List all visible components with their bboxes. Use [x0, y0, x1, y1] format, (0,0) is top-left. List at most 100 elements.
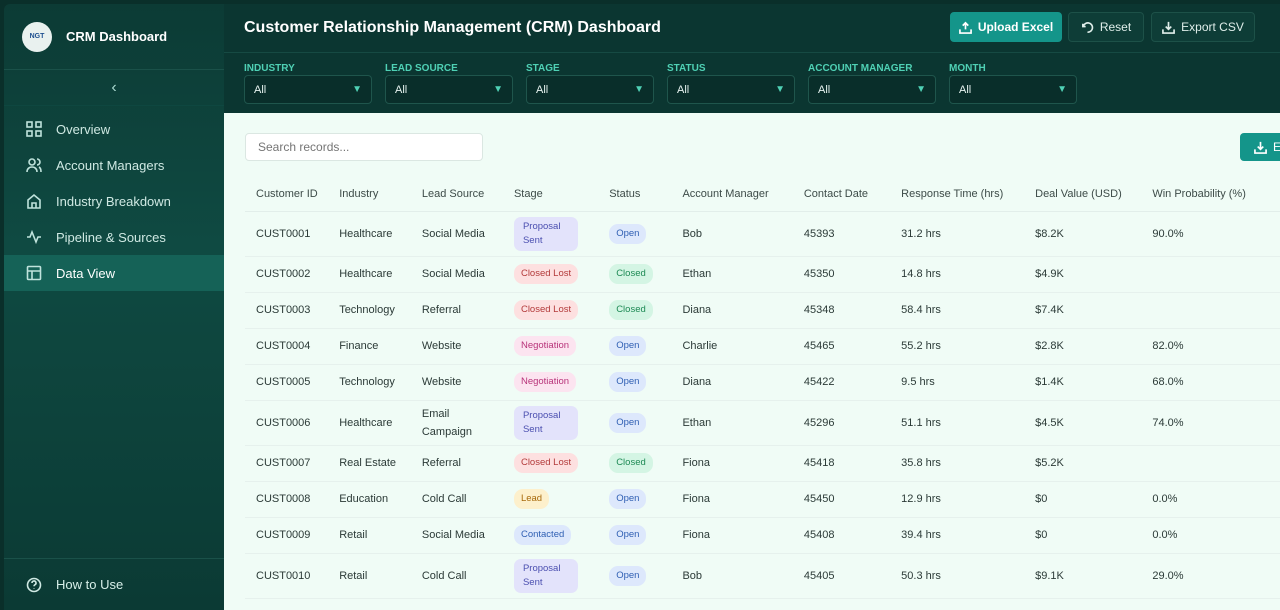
table-row[interactable]: CUST0001 Healthcare Social Media Proposal S…: [245, 211, 1280, 257]
status-badge: Closed: [609, 453, 653, 473]
cell-value: 45465: [803, 340, 835, 352]
table-cell: [1152, 256, 1280, 293]
table-cell: Closed Lost: [513, 292, 610, 329]
table-cell: Open: [609, 328, 683, 365]
table-cell: 74.0%: [1152, 400, 1280, 446]
stage-badge: Closed Lost: [513, 300, 579, 320]
cell-value: 12.9 hrs: [901, 493, 941, 505]
column-header[interactable]: Win Probability (%): [1152, 177, 1280, 212]
table-cell: Referral: [421, 292, 514, 329]
how-to-use-link[interactable]: How to Use: [4, 558, 224, 610]
filter-select[interactable]: All ▼: [667, 75, 795, 104]
cell-value: Social Media: [421, 227, 485, 240]
cell-value: Charlie: [682, 340, 718, 352]
table-cell: Proposal Sent: [513, 553, 610, 599]
table-cell: 68.0%: [1152, 364, 1280, 401]
cell-value: Referral: [421, 304, 461, 316]
cell-value: 50.3 hrs: [901, 569, 941, 582]
export-csv-button[interactable]: Export CSV: [1151, 12, 1255, 42]
column-header[interactable]: Contact Date: [803, 177, 902, 212]
cell-value: 82.0%: [1152, 340, 1184, 352]
table-cell: CUST0003: [245, 292, 340, 329]
filter-select[interactable]: All ▼: [385, 75, 513, 104]
cell-value: 45450: [803, 493, 835, 505]
sidebar-item-data-view[interactable]: Data View: [4, 255, 224, 291]
reset-button[interactable]: Reset: [1068, 12, 1144, 42]
upload-excel-button[interactable]: Upload Excel: [950, 12, 1062, 42]
table-cell: Open: [609, 364, 683, 401]
export-table-button[interactable]: E: [1240, 133, 1280, 161]
cell-value: CUST0009: [256, 529, 311, 541]
filter-value: All: [254, 83, 267, 96]
table-cell: 51.1 hrs: [901, 400, 1036, 446]
table-row[interactable]: CUST0006 Healthcare Email Campaign Proposal…: [245, 400, 1280, 446]
cell-value: Ethan: [682, 268, 712, 280]
table-cell: $8.2K: [1035, 211, 1153, 257]
table-row[interactable]: CUST0007 Real Estate Referral Closed Lost Cl…: [245, 445, 1280, 482]
filter-select[interactable]: All ▼: [949, 75, 1077, 104]
table-cell: $4.9K: [1035, 256, 1153, 293]
table-cell: Finance: [339, 328, 422, 365]
table-cell: Technology: [339, 364, 422, 401]
cell-value: $5.2K: [1035, 457, 1064, 469]
column-header[interactable]: Response Time (hrs): [901, 177, 1036, 212]
table-cell: Website: [421, 328, 514, 365]
filter-value: All: [818, 83, 831, 96]
cell-value: 39.4 hrs: [901, 529, 941, 541]
cell-value: 45296: [803, 416, 835, 429]
table-cell: Proposal Sent: [513, 211, 610, 257]
column-header[interactable]: Customer ID: [245, 177, 340, 212]
table-cell: Healthcare: [339, 256, 422, 293]
filter-select[interactable]: All ▼: [244, 75, 372, 104]
table-row[interactable]: CUST0003 Technology Referral Closed Lost Clo…: [245, 292, 1280, 329]
table-cell: [1152, 445, 1280, 482]
table-row[interactable]: CUST0002 Healthcare Social Media Closed Los…: [245, 256, 1280, 293]
cell-value: $4.9K: [1035, 268, 1064, 280]
cell-value: 0.0%: [1152, 493, 1178, 505]
cell-value: CUST0004: [256, 340, 311, 352]
cell-value: 45350: [803, 268, 835, 280]
cell-value: $8.2K: [1035, 227, 1064, 240]
table-row[interactable]: CUST0010 Retail Cold Call Proposal Sent Open…: [245, 553, 1280, 599]
status-badge: Open: [609, 525, 647, 545]
table-cell: 82.0%: [1152, 328, 1280, 365]
filter-value: All: [677, 83, 690, 96]
table-cell: Closed Lost: [513, 445, 610, 482]
table-row[interactable]: CUST0004 Finance Website Negotiation Open Cha…: [245, 328, 1280, 365]
sidebar-item-account-managers[interactable]: Account Managers: [4, 147, 224, 183]
sidebar-item-industry-breakdown[interactable]: Industry Breakdown: [4, 183, 224, 219]
cell-value: Fiona: [682, 457, 710, 469]
column-header[interactable]: Industry: [339, 177, 422, 212]
table-cell: Open: [609, 517, 683, 554]
search-input[interactable]: [245, 133, 483, 161]
cell-value: Finance: [339, 340, 379, 352]
table-cell: 29.0%: [1152, 553, 1280, 599]
cell-value: CUST0001: [256, 227, 311, 240]
table-cell: 90.0%: [1152, 211, 1280, 257]
table-cell: 45408: [803, 517, 902, 554]
table-cell: Closed Lost: [513, 256, 610, 293]
filter-select[interactable]: All ▼: [808, 75, 936, 104]
home-icon: [27, 193, 41, 209]
column-header[interactable]: Deal Value (USD): [1035, 177, 1153, 212]
column-header[interactable]: Lead Source: [421, 177, 514, 212]
cell-value: Fiona: [682, 529, 710, 541]
brand-title: CRM Dashboard: [66, 29, 168, 44]
table-row[interactable]: CUST0008 Education Cold Call Lead Open Fiona 4…: [245, 481, 1280, 518]
filter-select[interactable]: All ▼: [526, 75, 654, 104]
cell-value: CUST0002: [256, 268, 311, 280]
sidebar-item-overview[interactable]: Overview: [4, 111, 224, 147]
chevron-left-icon[interactable]: ‹: [4, 70, 224, 106]
table-row[interactable]: CUST0009 Retail Social Media Contacted Open F…: [245, 517, 1280, 554]
cell-value: 45422: [803, 376, 835, 388]
cell-value: 45418: [803, 457, 835, 469]
table-cell: Open: [609, 400, 683, 446]
table-row[interactable]: CUST0005 Technology Website Negotiation Open…: [245, 364, 1280, 401]
column-header[interactable]: Status: [609, 177, 683, 212]
table-cell: $7.4K: [1035, 292, 1153, 329]
table-cell: CUST0005: [245, 364, 340, 401]
sidebar-item-pipeline-sources[interactable]: Pipeline & Sources: [4, 219, 224, 255]
column-header[interactable]: Stage: [513, 177, 610, 212]
table-cell: $0: [1035, 481, 1153, 518]
column-header[interactable]: Account Manager: [682, 177, 804, 212]
